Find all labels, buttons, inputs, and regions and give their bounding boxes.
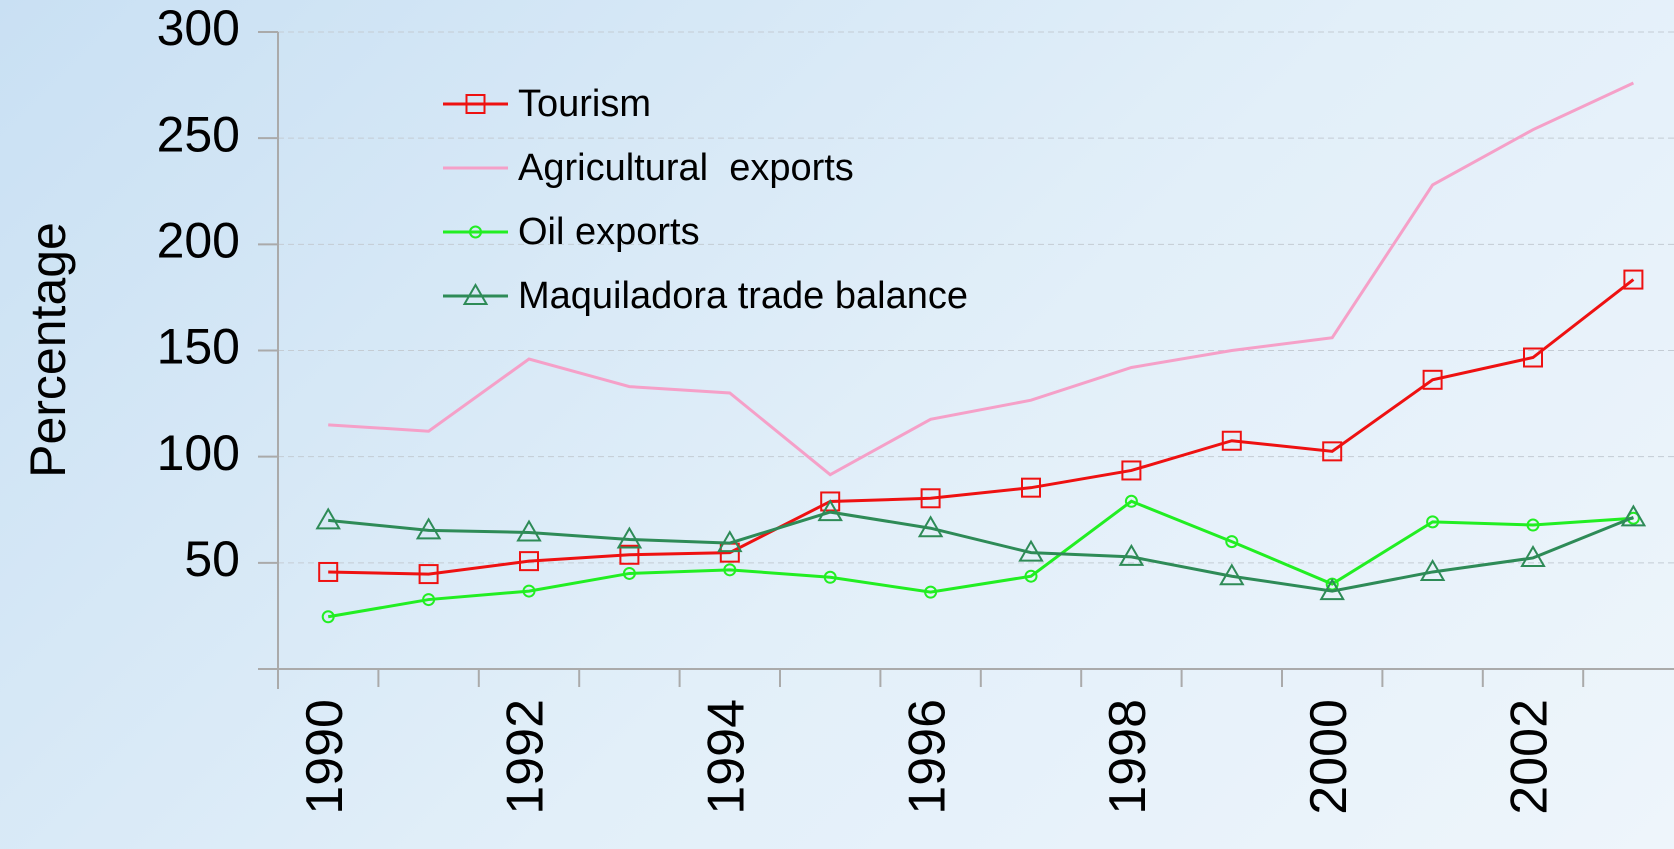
data-point: [1620, 504, 1647, 527]
data-point: [817, 499, 843, 522]
y-tick-label: 300: [157, 0, 240, 56]
series-line: [328, 510, 1634, 593]
x-tick-label: 2000: [1300, 699, 1358, 815]
data-point: [1124, 494, 1138, 508]
data-point: [619, 544, 640, 565]
legend-label: Agricultural exports: [518, 147, 854, 189]
y-tick-label: 100: [157, 425, 240, 481]
data-point: [1121, 460, 1142, 481]
y-tick-label: 50: [184, 531, 240, 587]
y-tick-label: 250: [157, 106, 240, 162]
y-tick-label: 200: [157, 213, 240, 269]
x-tick-label: 1990: [296, 699, 354, 815]
data-point: [616, 526, 643, 549]
data-point: [422, 593, 436, 607]
x-tick-label: 1992: [497, 699, 555, 815]
x-tick-label: 1994: [698, 699, 756, 815]
data-point: [1021, 477, 1041, 498]
data-point: [820, 491, 841, 512]
data-point: [1526, 518, 1540, 532]
legend-label: Oil exports: [518, 211, 700, 253]
data-point: [723, 563, 737, 577]
x-tick-label: 1996: [898, 699, 956, 815]
series-line: [328, 81, 1635, 477]
data-point: [1520, 544, 1546, 567]
data-point: [415, 517, 442, 540]
data-point: [1623, 269, 1644, 290]
data-point: [516, 519, 542, 542]
data-point: [522, 584, 536, 598]
legend-marker: [462, 283, 489, 305]
data-point: [622, 566, 636, 580]
data-point: [920, 488, 941, 509]
x-tick-label: 1998: [1099, 699, 1157, 815]
y-tick-label: 150: [157, 319, 240, 375]
legend-label: Tourism: [518, 83, 651, 125]
data-point: [924, 585, 938, 599]
data-point: [418, 564, 439, 585]
data-point: [1319, 578, 1345, 601]
x-tick-label: 2002: [1501, 699, 1559, 815]
data-point: [1118, 543, 1145, 566]
series-line: [327, 499, 1634, 619]
data-point: [1426, 515, 1440, 529]
legend-marker: [469, 225, 482, 239]
data-point: [1419, 558, 1446, 581]
data-point: [823, 570, 837, 584]
data-point: [321, 610, 335, 624]
legend-label: Maquiladora trade balance: [518, 275, 968, 317]
data-point: [1322, 441, 1343, 462]
data-point: [1024, 569, 1038, 583]
data-point: [318, 561, 339, 582]
data-point: [717, 530, 743, 553]
series-line: [328, 278, 1635, 576]
data-point: [1221, 430, 1242, 451]
data-point: [917, 515, 944, 538]
data-point: [1523, 347, 1543, 368]
data-point: [1219, 563, 1245, 586]
data-point: [315, 507, 341, 530]
data-point: [519, 551, 539, 572]
data-point: [1225, 535, 1239, 549]
y-axis-label: Percentage: [20, 222, 76, 478]
legend-marker: [465, 94, 486, 114]
data-point: [1422, 369, 1443, 390]
data-point: [1018, 539, 1044, 562]
